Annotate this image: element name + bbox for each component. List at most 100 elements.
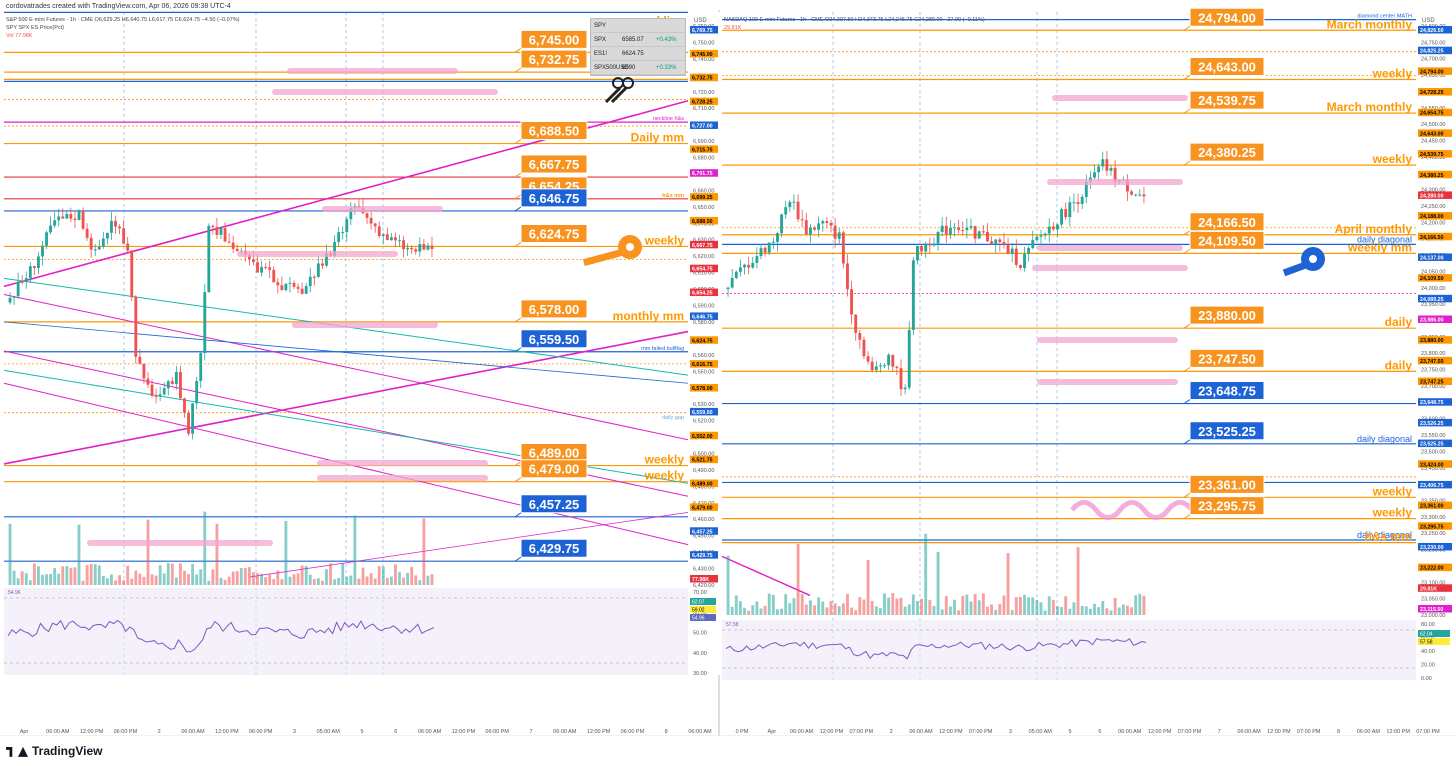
candle-body (1093, 172, 1096, 178)
callout-pointer (1183, 108, 1191, 114)
volume-bar (353, 515, 357, 585)
rsi-line (725, 638, 1147, 660)
candle-body (264, 267, 268, 269)
candle-body (907, 329, 911, 388)
price-callout-text: 6,559.50 (529, 332, 580, 347)
candle-body (928, 243, 932, 246)
axis-price-tag (1418, 460, 1452, 468)
volume-bar (154, 575, 158, 585)
volume-bar (49, 573, 53, 585)
rsi-tick-label: 20.00 (1421, 663, 1435, 669)
volume-bar (20, 571, 24, 585)
volume-bar (730, 606, 734, 615)
x-tick-label: 12:00 PM (452, 729, 476, 735)
y-tick-label: 6,630.00 (693, 238, 714, 244)
volume-bar (788, 603, 792, 615)
rsi-tick-label: 40.00 (693, 651, 707, 657)
candle-body (796, 201, 800, 220)
volume-bar (260, 573, 263, 585)
level-label: weekly mm (1347, 240, 1412, 254)
x-tick-label: 8 (665, 729, 668, 735)
volume-bar (268, 574, 272, 585)
candle-body (734, 271, 738, 278)
candle-body (961, 230, 965, 232)
callout-pointer (1183, 160, 1191, 166)
rsi-axis-tag (690, 598, 716, 605)
y-tick-label: 24,650.00 (1421, 73, 1445, 79)
price-callout-box (1189, 212, 1265, 232)
rsi-axis-tag-text: 54.96 (692, 616, 705, 622)
x-tick-label: 07:00 PM (1297, 729, 1321, 735)
volume-bar (1035, 600, 1039, 615)
key-icon (1282, 247, 1325, 277)
volume-bar (114, 580, 117, 585)
axis-price-tag-text: 23,406.75 (1420, 483, 1444, 489)
axis-price-tag (1418, 356, 1452, 365)
y-tick-label: 6,560.00 (693, 353, 714, 359)
candle-body (767, 242, 771, 253)
volume-bar (1060, 607, 1064, 615)
tradingview-logo: TradingView (6, 744, 102, 758)
y-tick-label: 24,750.00 (1421, 40, 1445, 46)
axis-price-tag-text: 23,747.25 (1420, 380, 1444, 386)
volume-bar (349, 575, 353, 585)
volume-bar (101, 575, 105, 585)
table-row: SPY (591, 19, 685, 33)
volume-bar (1130, 607, 1134, 615)
candle-body (1023, 253, 1026, 269)
candle-body (1043, 233, 1047, 236)
axis-price-tag (690, 216, 718, 225)
candle-body (316, 263, 320, 278)
candle-body (138, 356, 142, 364)
price-callout-box (520, 29, 588, 49)
volume-bar (333, 579, 337, 585)
rsi-axis-tag-text: 59.02 (692, 608, 705, 614)
axis-price-tag (690, 431, 718, 440)
level-label: daily (1385, 358, 1413, 372)
volume-bar (410, 567, 414, 585)
x-tick-label: 07:00 PM (1416, 729, 1440, 735)
axis-price-tag-text: 24,654.75 (1420, 111, 1444, 117)
axis-price-tag-text: 6,489.00 (692, 482, 713, 488)
y-tick-label: 6,650.00 (693, 205, 714, 211)
candle-body (1010, 248, 1014, 254)
candle-body (158, 394, 162, 396)
volume-bar (345, 576, 349, 585)
volume-bar (920, 598, 924, 615)
y-tick-label: 6,690.00 (693, 139, 714, 145)
volume-bar (174, 577, 178, 585)
volume-bar (12, 570, 16, 585)
callout-pointer (1183, 514, 1191, 520)
price-callout-text: 6,667.75 (529, 157, 580, 172)
volume-bar (170, 563, 174, 585)
callout-pointer (1183, 75, 1191, 80)
axis-price-tag (1418, 398, 1452, 406)
candle-body (85, 228, 89, 238)
candle-body (755, 256, 759, 263)
axis-price-tag (690, 312, 718, 320)
x-tick-label: 8 (1337, 729, 1340, 735)
candle-body (373, 223, 377, 227)
volume-bar (924, 533, 928, 615)
rsi-axis-tag (690, 606, 716, 613)
x-tick-label: 2 (890, 729, 893, 735)
volume-bar (247, 567, 251, 585)
callout-pointer (514, 461, 522, 466)
volume-bar (1109, 610, 1113, 615)
axis-price-tag-text: 6,715.75 (692, 147, 713, 153)
comparison-table: SPY SPX 6585.07 +0.43% ES1! 6624.75 SPX500U… (590, 18, 686, 76)
volume-bar (948, 606, 952, 615)
trendline (721, 555, 811, 597)
volume-bar (93, 564, 97, 585)
x-tick-label: Apr (768, 729, 777, 735)
volume-bar (1068, 608, 1072, 615)
axis-price-tag (1418, 418, 1452, 427)
volume-bar (817, 597, 821, 615)
rsi-axis-tag (1418, 630, 1450, 637)
candle-body (837, 232, 841, 239)
volume-bar (284, 520, 288, 585)
candle-body (247, 254, 251, 260)
candle-body (426, 245, 430, 250)
trendline (3, 293, 689, 441)
axis-price-tag-text: 6,654.25 (692, 291, 713, 297)
